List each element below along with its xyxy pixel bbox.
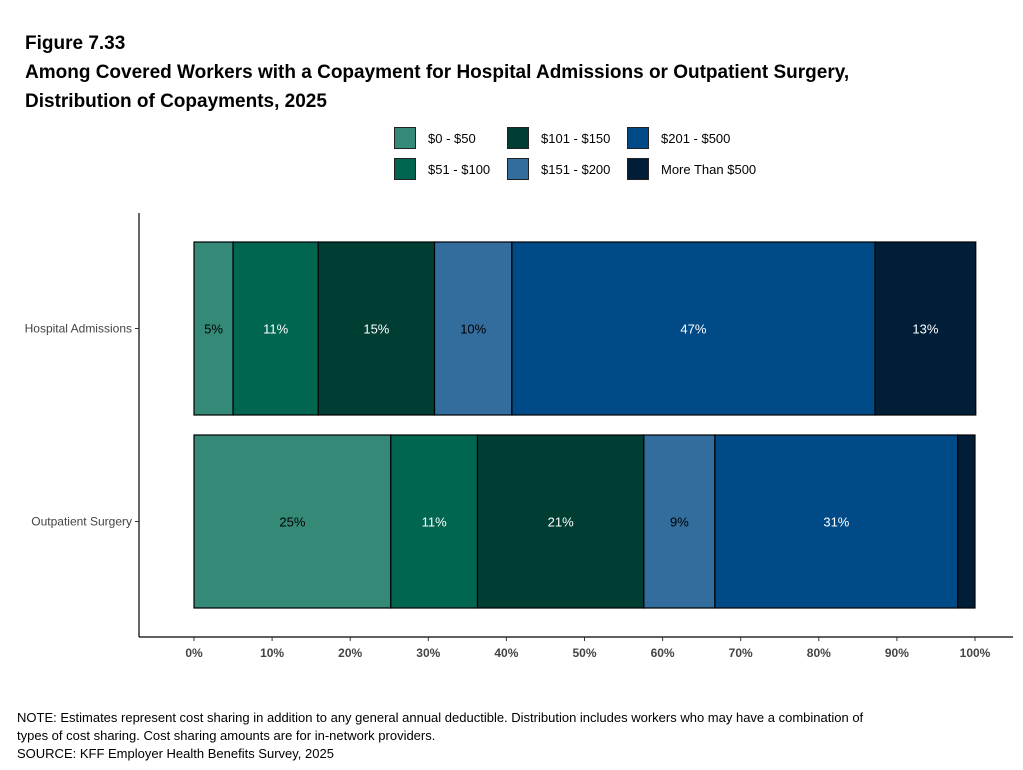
legend-item: $101 - $150	[507, 127, 627, 149]
legend-label: $51 - $100	[428, 161, 491, 177]
legend-label: $101 - $150	[541, 130, 611, 146]
bar-segment	[433, 241, 513, 416]
note-line2: types of cost sharing. Cost sharing amou…	[17, 728, 436, 743]
bar-segment	[511, 241, 876, 416]
bar-segment	[193, 434, 392, 609]
bar-segment	[476, 434, 645, 609]
legend-item: More Than $500	[627, 158, 767, 180]
figure-number: Figure 7.33	[25, 33, 126, 54]
legend-item: $151 - $200	[507, 158, 627, 180]
legend-label: More Than $500	[661, 161, 757, 177]
data-label: 13%	[912, 322, 938, 337]
x-tick-label: 0%	[185, 646, 203, 660]
legend-swatch	[627, 158, 649, 180]
legend-swatch	[507, 158, 529, 180]
x-tick-label: 20%	[338, 646, 362, 660]
x-tick-label: 70%	[729, 646, 753, 660]
x-tick-label: 60%	[651, 646, 675, 660]
x-tick-label: 50%	[572, 646, 596, 660]
legend: $0 - $50 $101 - $150 $201 - $500 $51 - $100…	[394, 127, 767, 180]
data-label: 21%	[548, 515, 574, 530]
chart-title-line2: Distribution of Copayments, 2025	[25, 91, 327, 112]
legend-item: $51 - $100	[394, 158, 507, 180]
data-label: 11%	[422, 515, 447, 530]
x-tick-label: 30%	[416, 646, 440, 660]
note-line1: NOTE: Estimates represent cost sharing i…	[17, 710, 864, 725]
data-label: 25%	[279, 515, 305, 530]
x-tick-label: 40%	[494, 646, 518, 660]
legend-label: $0 - $50	[428, 130, 476, 146]
bar-segment	[232, 241, 319, 416]
bar-segment	[957, 434, 976, 609]
bar-segment	[643, 434, 716, 609]
y-category-label: Hospital Admissions	[25, 322, 132, 336]
footnote: NOTE: Estimates represent cost sharing i…	[17, 709, 977, 763]
y-category-label: Outpatient Surgery	[31, 515, 132, 529]
legend-label: $201 - $500	[661, 130, 731, 146]
data-label: 31%	[823, 515, 849, 530]
data-label: 47%	[680, 322, 706, 337]
legend-item: $201 - $500	[627, 127, 767, 149]
x-tick-label: 80%	[807, 646, 831, 660]
x-tick-label: 10%	[260, 646, 284, 660]
legend-label: $151 - $200	[541, 161, 611, 177]
bar-segment	[390, 434, 479, 609]
data-label: 15%	[363, 322, 389, 337]
bar-segment	[317, 241, 436, 416]
legend-swatch	[394, 158, 416, 180]
data-label: 9%	[670, 515, 689, 530]
chart-title-line1: Among Covered Workers with a Copayment f…	[25, 62, 850, 83]
source: SOURCE: KFF Employer Health Benefits Sur…	[17, 746, 334, 761]
data-label: 10%	[460, 322, 486, 337]
data-label: 11%	[263, 322, 288, 337]
legend-swatch	[627, 127, 649, 149]
legend-swatch	[394, 127, 416, 149]
legend-item: $0 - $50	[394, 127, 507, 149]
x-tick-label: 100%	[960, 646, 991, 660]
data-label: 5%	[204, 322, 223, 337]
bar-segment	[874, 241, 977, 416]
x-tick-label: 90%	[885, 646, 909, 660]
legend-swatch	[507, 127, 529, 149]
